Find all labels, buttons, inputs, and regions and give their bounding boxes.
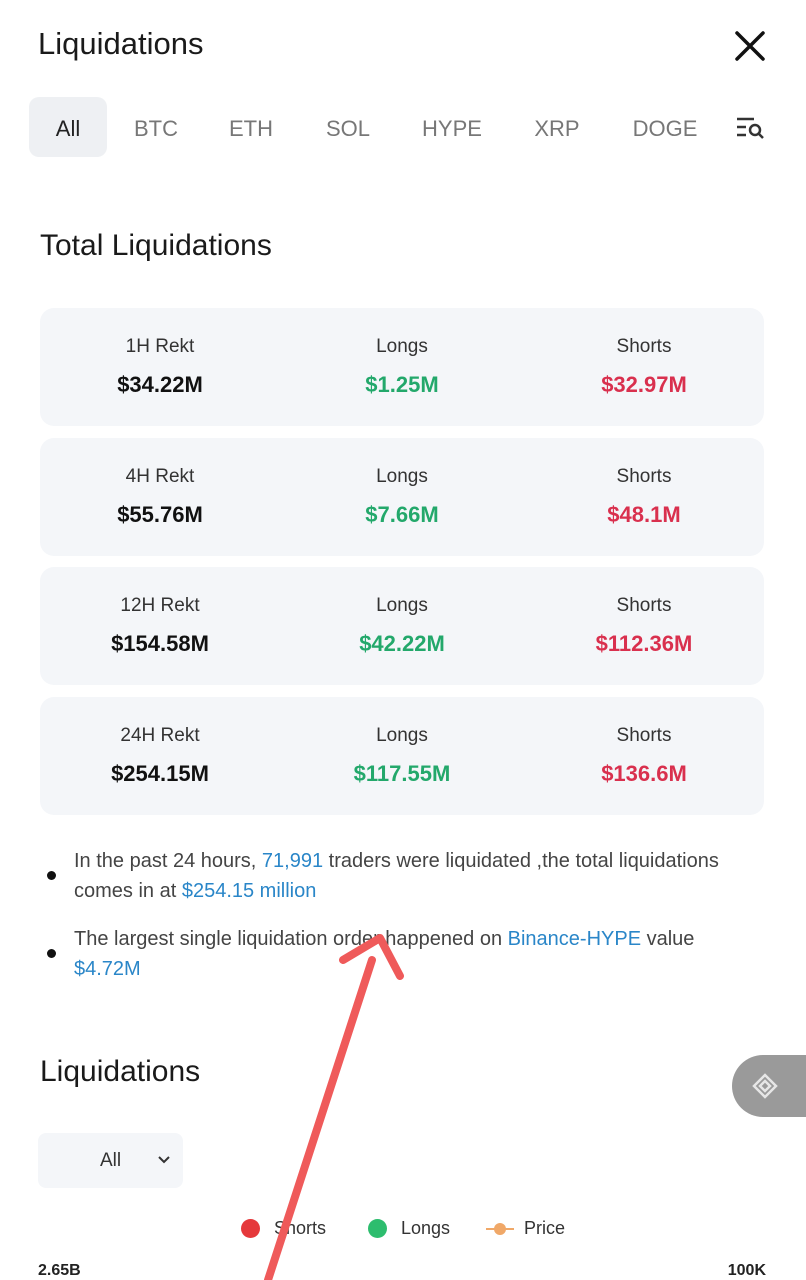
legend-marker [494,1223,506,1235]
longs-value: $7.66M [365,501,439,527]
tab[interactable]: ETH [229,116,273,141]
axis-label: 2.65B [38,1262,81,1279]
stat-card [40,437,764,556]
filter-icon[interactable] [736,116,766,140]
longs-value: $42.22M [359,631,445,656]
floating-button[interactable] [732,1055,806,1117]
tab[interactable]: DOGE [632,116,698,141]
dropdown-value: All [100,1150,122,1171]
section-title: Total Liquidations [40,229,272,262]
rekt-value: $254.15M [111,760,209,786]
legend-marker [368,1219,387,1238]
page-title: Liquidations [38,26,204,61]
axis-label: 100K [727,1262,766,1279]
binance-icon [752,1073,778,1099]
longs-value: $117.55M [353,760,451,786]
note-span: value [641,928,695,950]
tab[interactable]: XRP [534,116,580,141]
rekt-value: $154.58M [111,631,209,656]
longs-label: Longs [376,465,428,487]
tab[interactable]: HYPE [422,116,482,141]
note-span: The largest single liquidation order hap… [74,928,508,950]
rekt-label: 12H Rekt [120,595,200,616]
note-text: In the past 24 hours, 71,991 traders wer… [74,846,754,906]
tab[interactable]: BTC [134,116,178,141]
note-link[interactable]: $254.15 million [181,880,317,902]
shorts-value: $48.1M [607,501,681,527]
note-text: The largest single liquidation order hap… [74,924,754,984]
legend-label: Shorts [274,1218,327,1238]
active-tab-bg [29,97,107,157]
tab[interactable]: All [55,116,81,141]
legend-label: Price [524,1218,566,1238]
longs-label: Longs [376,595,428,616]
close-button[interactable] [734,30,766,62]
bullet [47,949,56,958]
note-link[interactable]: 71,991 [261,850,324,872]
note-span: In the past 24 hours, [74,850,262,872]
rekt-value: $34.22M [117,372,203,397]
shorts-value: $112.36M [595,631,693,656]
note-span: traders were liquidated ,the total liqui… [74,850,719,902]
rekt-label: 4H Rekt [125,465,195,487]
rekt-value: $55.76M [117,501,203,527]
section-title: Liquidations [40,1055,201,1088]
longs-label: Longs [376,724,428,746]
shorts-value: $32.97M [601,372,687,397]
dropdown[interactable]: All [38,1133,183,1188]
stat-card [40,696,764,815]
shorts-label: Shorts [616,336,672,357]
shorts-value: $136.6M [601,760,687,786]
shorts-label: Shorts [616,465,672,487]
longs-label: Longs [376,336,428,357]
rekt-label: 1H Rekt [125,336,195,357]
chevron [158,1156,170,1164]
shorts-label: Shorts [616,595,672,616]
legend-marker [241,1219,260,1238]
bullet [47,871,56,880]
stat-card [40,308,764,426]
longs-value: $1.25M [365,372,439,397]
stat-card [40,567,764,685]
shorts-label: Shorts [616,724,672,746]
note-link[interactable]: $4.72M [74,958,141,980]
tab[interactable]: SOL [325,116,371,141]
note-link[interactable]: Binance-HYPE [507,928,642,950]
rekt-label: 24H Rekt [120,724,200,746]
legend-label: Longs [401,1218,451,1238]
